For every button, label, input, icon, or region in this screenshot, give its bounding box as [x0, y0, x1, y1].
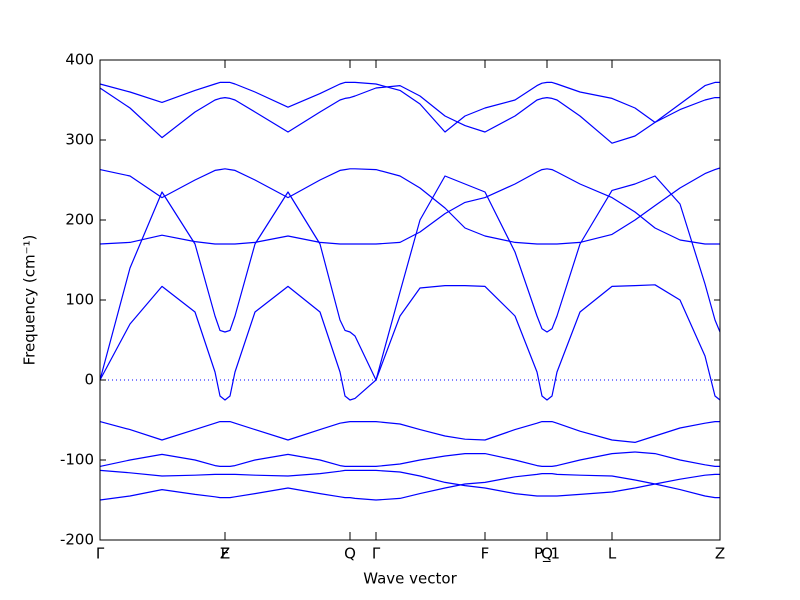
x-tick-label: L — [608, 545, 617, 563]
band-line — [99, 421, 720, 443]
y-tick-label: -100 — [60, 451, 94, 469]
y-tick-label: 300 — [65, 131, 94, 149]
y-tick-label: 200 — [65, 211, 94, 229]
x-tick-label: Q — [541, 545, 553, 563]
band-line — [99, 469, 720, 497]
y-tick-label: 400 — [65, 51, 94, 69]
band-line — [99, 284, 721, 401]
band-line — [99, 168, 720, 245]
y-tick-label: 100 — [65, 291, 94, 309]
x-tick-label: Z — [715, 545, 725, 563]
band-line — [99, 85, 720, 144]
x-tick-label: Z — [220, 545, 230, 563]
x-axis-label: Wave vector — [363, 570, 457, 588]
x-tick-label: P_1 — [534, 545, 560, 564]
y-tick-label: -200 — [60, 531, 94, 549]
band-line — [99, 81, 720, 133]
x-tick-label: Γ — [96, 545, 105, 563]
band-line — [99, 473, 720, 501]
plot-frame — [99, 59, 721, 541]
x-tick-label: F — [221, 545, 230, 563]
x-tick-label: Γ — [372, 545, 381, 563]
x-tick-label: Q — [344, 545, 356, 563]
band-line — [99, 167, 721, 245]
y-axis-label: Frequency (cm⁻¹) — [21, 235, 39, 366]
y-tick-label: 0 — [84, 371, 94, 389]
x-tick-label: F — [481, 545, 490, 563]
band-line — [99, 175, 721, 381]
band-line — [99, 451, 720, 467]
